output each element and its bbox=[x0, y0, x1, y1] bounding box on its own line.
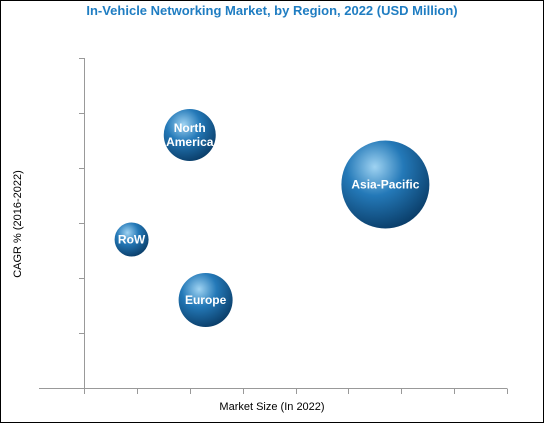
bubble-label: America bbox=[166, 135, 214, 149]
bubble-asia-pacific: Asia-Pacific bbox=[341, 140, 430, 229]
bubble-label: Asia-Pacific bbox=[351, 178, 419, 192]
y-axis-label: CAGR % (2016-2022) bbox=[12, 170, 24, 278]
x-axis-label: Market Size (In 2022) bbox=[219, 401, 325, 413]
bubble-label: North bbox=[174, 121, 206, 135]
bubble-mark bbox=[114, 222, 149, 257]
chart-title: In-Vehicle Networking Market, by Region,… bbox=[86, 3, 458, 18]
bubble-europe: Europe bbox=[178, 273, 233, 327]
bubble-mark bbox=[163, 109, 216, 161]
bubble-label: Europe bbox=[185, 293, 227, 307]
bubble-mark bbox=[178, 273, 233, 327]
bubble-row: RoW bbox=[114, 222, 149, 257]
bubble-mark bbox=[341, 140, 430, 229]
chart-axes bbox=[39, 58, 508, 394]
bubble-label: RoW bbox=[118, 233, 146, 247]
